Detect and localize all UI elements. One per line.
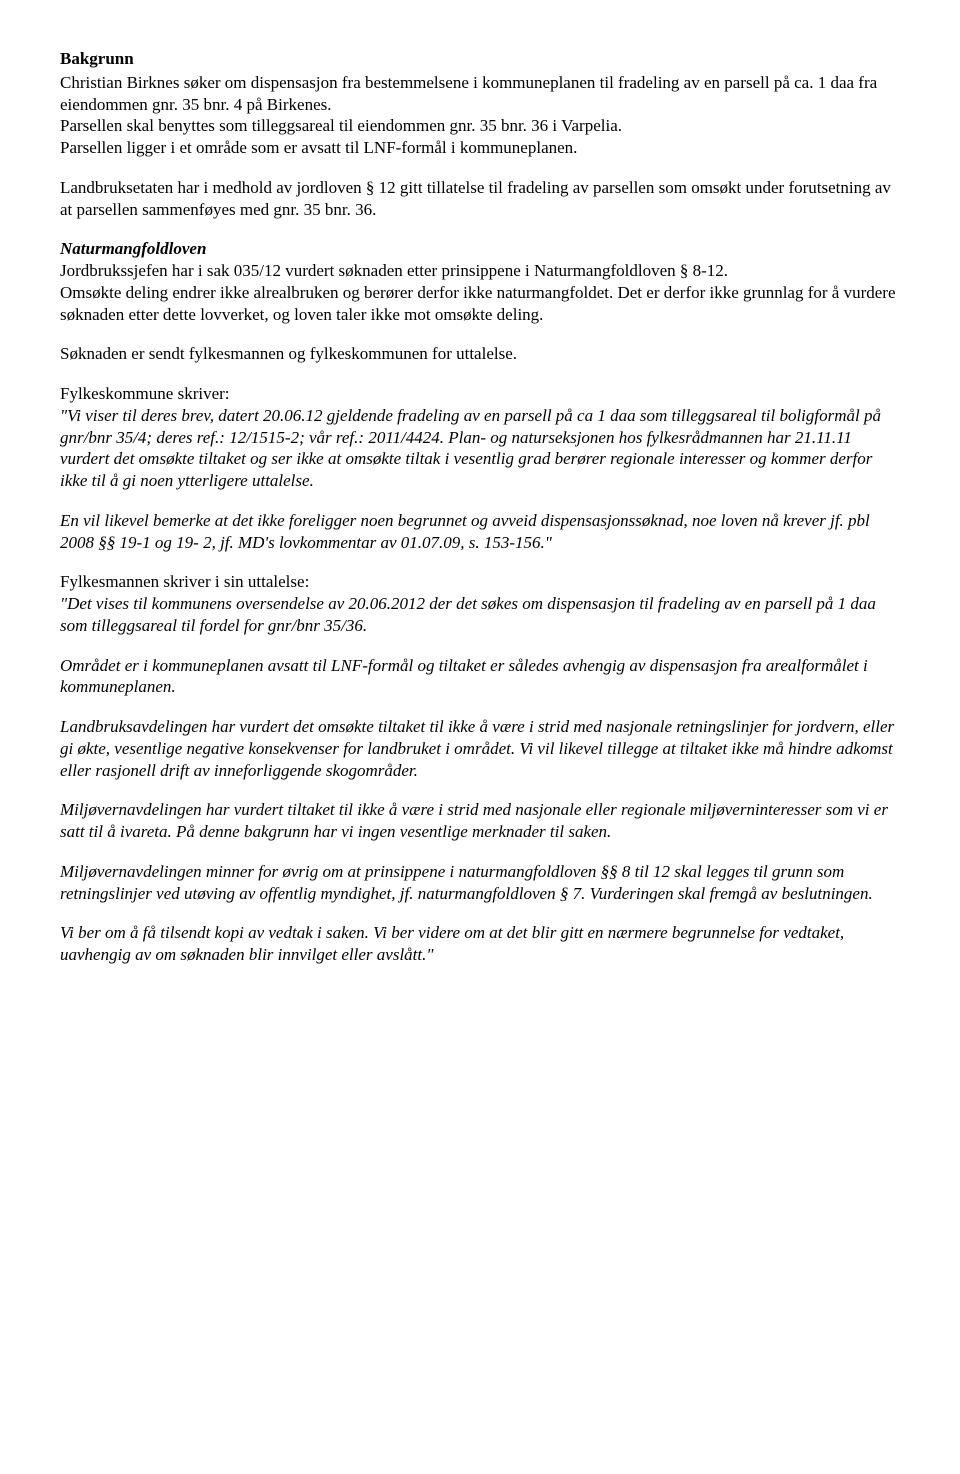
- quote-text: "Det vises til kommunens oversendelse av…: [60, 594, 876, 635]
- paragraph-text: Parsellen skal benyttes som tilleggsarea…: [60, 116, 622, 135]
- subsection-heading-naturmangfoldloven: Naturmangfoldloven: [60, 239, 206, 258]
- paragraph-text: Omsøkte deling endrer ikke alrealbruken …: [60, 283, 896, 324]
- quote-text: Vi ber om å få tilsendt kopi av vedtak i…: [60, 922, 900, 966]
- quote-text: Området er i kommuneplanen avsatt til LN…: [60, 655, 900, 699]
- quote-text: Landbruksavdelingen har vurdert det omsø…: [60, 716, 900, 781]
- paragraph-text: Parsellen ligger i et område som er avsa…: [60, 138, 577, 157]
- fylkesmannen-block: Fylkesmannen skriver i sin uttalelse: "D…: [60, 571, 900, 636]
- section-heading-bakgrunn: Bakgrunn: [60, 48, 900, 70]
- quote-intro: Fylkesmannen skriver i sin uttalelse:: [60, 572, 309, 591]
- paragraph-text: Jordbrukssjefen har i sak 035/12 vurdert…: [60, 261, 728, 280]
- quote-text: "Vi viser til deres brev, datert 20.06.1…: [60, 406, 881, 490]
- fylkeskommune-block: Fylkeskommune skriver: "Vi viser til der…: [60, 383, 900, 492]
- paragraph-text: Landbruksetaten har i medhold av jordlov…: [60, 177, 900, 221]
- quote-text: Miljøvernavdelingen minner for øvrig om …: [60, 861, 900, 905]
- quote-paragraph: En vil likevel bemerke at det ikke forel…: [60, 510, 900, 554]
- quote-close: ": [545, 533, 552, 552]
- intro-block: Christian Birknes søker om dispensasjon …: [60, 72, 900, 159]
- naturmangfoldloven-block: Naturmangfoldloven Jordbrukssjefen har i…: [60, 238, 900, 325]
- quote-text: Miljøvernavdelingen har vurdert tiltaket…: [60, 799, 900, 843]
- quote-text: En vil likevel bemerke at det ikke forel…: [60, 511, 870, 552]
- paragraph-text: Søknaden er sendt fylkesmannen og fylkes…: [60, 343, 900, 365]
- paragraph-text: Christian Birknes søker om dispensasjon …: [60, 73, 877, 114]
- quote-intro: Fylkeskommune skriver:: [60, 384, 230, 403]
